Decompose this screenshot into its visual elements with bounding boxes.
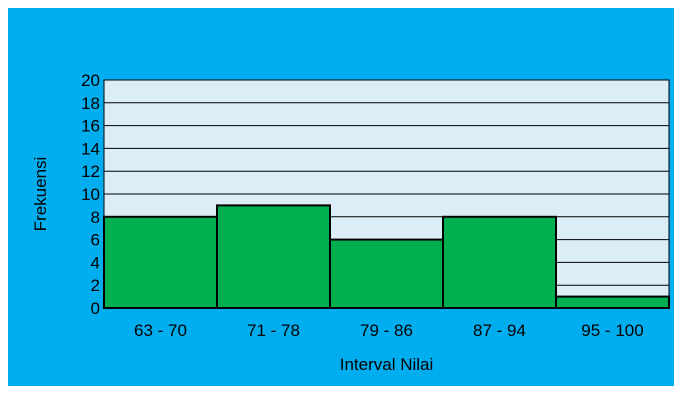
y-tick-label: 10 (81, 185, 100, 204)
bar-1 (103, 215, 218, 309)
x-tick-label: 95 - 100 (581, 321, 643, 340)
y-tick-label: 20 (81, 71, 100, 90)
x-tick-labels: 63 - 70 71 - 78 79 - 86 87 - 94 95 - 100 (134, 321, 644, 340)
y-tick-label: 2 (91, 276, 100, 295)
x-axis-title: Interval Nilai (340, 355, 434, 374)
y-tick-label: 16 (81, 117, 100, 136)
x-tick-label: 71 - 78 (247, 321, 300, 340)
chart-frame: 0 2 4 6 8 10 12 14 16 18 20 63 - 70 71 - 78 79 - 86 8… (8, 8, 674, 386)
x-tick-label: 87 - 94 (473, 321, 526, 340)
y-tick-label: 4 (91, 253, 100, 272)
bar-4 (442, 215, 557, 309)
bars (103, 204, 670, 310)
histogram-chart: 0 2 4 6 8 10 12 14 16 18 20 63 - 70 71 - 78 79 - 86 8… (31, 71, 670, 374)
x-tick-label: 79 - 86 (360, 321, 413, 340)
y-axis-title: Frekuensi (31, 157, 50, 232)
y-tick-labels: 0 2 4 6 8 10 12 14 16 18 20 (81, 71, 100, 318)
bar-5 (555, 295, 670, 310)
y-tick-label: 14 (81, 139, 100, 158)
bar-3 (329, 238, 444, 310)
y-tick-label: 8 (91, 208, 100, 227)
y-tick-label: 6 (91, 231, 100, 250)
x-tick-label: 63 - 70 (134, 321, 187, 340)
y-tick-label: 12 (81, 162, 100, 181)
bar-2 (216, 204, 331, 309)
y-tick-label: 0 (91, 299, 100, 318)
y-tick-label: 18 (81, 94, 100, 113)
